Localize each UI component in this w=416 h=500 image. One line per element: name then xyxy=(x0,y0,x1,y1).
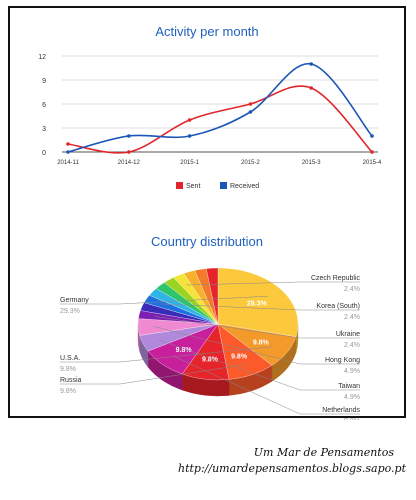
data-point xyxy=(66,142,70,146)
pie-slice-pct-label: 29.3% xyxy=(247,300,268,307)
leader-line xyxy=(60,364,246,385)
y-tick-label: 9 xyxy=(42,78,46,85)
footer-blog-name: Um Mar de Pensamentos xyxy=(253,446,394,459)
data-point xyxy=(370,134,374,138)
leader-line xyxy=(157,339,360,391)
pie-slice-label: Taiwan xyxy=(338,383,360,390)
x-tick-label: 2015-2 xyxy=(241,160,260,166)
pie-slice-pct-label: 9.8% xyxy=(231,353,248,360)
data-point xyxy=(248,110,253,114)
series-line-1 xyxy=(67,63,373,153)
leader-line xyxy=(186,281,360,286)
chart-frame: Activity per month 0 3 6 9 12 2014-11 2014-12 2… xyxy=(8,6,406,420)
data-point xyxy=(309,62,314,66)
x-tick-label: 2014-11 xyxy=(57,160,79,166)
x-tick-label: 2015-3 xyxy=(302,160,321,166)
line-chart: 0 3 6 9 12 2014-11 2014-12 2015-1 2015-2 2015-3 20… xyxy=(38,54,382,190)
x-tick-label: 2015-4 xyxy=(363,160,382,166)
y-tick-label: 3 xyxy=(42,126,46,133)
pie-slice-pct: 9.8% xyxy=(60,366,76,373)
pie-slice-pct: 4.9% xyxy=(344,394,360,401)
x-tick-label: 2015-1 xyxy=(180,160,199,166)
pie-slice-label: U.S.A. xyxy=(60,355,80,362)
pie-chart-title: Country distribution xyxy=(151,234,263,249)
pie-slice-label: Hong Kong xyxy=(325,357,360,364)
leader-line xyxy=(60,346,274,363)
leader-line xyxy=(173,356,360,415)
data-point xyxy=(66,150,70,154)
data-point xyxy=(248,102,253,106)
pie-chart: 29.3% 9.8% 9.8% 9.8% 9.8% Germany 29.3% U.S.A. 9… xyxy=(60,267,361,420)
leader-line xyxy=(160,303,360,311)
data-point xyxy=(127,134,131,138)
y-tick-label: 0 xyxy=(42,150,46,157)
pie-slice-label: Korea (South) xyxy=(316,303,360,310)
pie-slice-pct: 29.3% xyxy=(60,308,80,315)
pie-slice-pct: 2.4% xyxy=(344,342,360,349)
leader-line xyxy=(154,316,360,339)
pie-slice-pct: 9.8% xyxy=(60,388,76,395)
footer-blog-url: http://umardepensamentos.blogs.sapo.pt xyxy=(177,462,406,475)
pie-slice-pct: 9.8% xyxy=(344,418,360,420)
pie-slice-label: Netherlands xyxy=(322,407,360,414)
leader-line xyxy=(154,326,360,365)
legend-label: Received xyxy=(230,183,259,190)
line-chart-title: Activity per month xyxy=(155,24,259,39)
pie-slice-pct: 2.4% xyxy=(344,286,360,293)
y-tick-label: 12 xyxy=(38,54,46,61)
pie-slice-pct-label: 9.8% xyxy=(176,347,193,354)
series-line-0 xyxy=(67,85,373,154)
pie-slice-label: Germany xyxy=(60,297,89,304)
legend-label: Sent xyxy=(186,183,200,190)
y-tick-label: 6 xyxy=(42,102,46,109)
x-tick-label: 2014-12 xyxy=(118,160,141,166)
pie-slice-label: Czech Republic xyxy=(311,275,361,282)
data-point xyxy=(127,150,131,154)
pie-slice-pct: 2.4% xyxy=(344,314,360,321)
pie-slice xyxy=(217,267,299,337)
legend-swatch xyxy=(220,182,227,189)
pie-slice-label: Russia xyxy=(60,377,82,384)
data-point xyxy=(370,150,374,154)
legend-swatch xyxy=(176,182,183,189)
data-point xyxy=(187,134,192,138)
pie-slice-pct-label: 9.8% xyxy=(253,340,270,347)
pie-slice xyxy=(206,267,219,325)
pie-slice-pct-label: 9.8% xyxy=(202,356,219,363)
pie-slice-label: Ukraine xyxy=(336,331,360,338)
data-point xyxy=(187,118,192,122)
leader-line xyxy=(60,295,269,305)
pie-slice-pct: 4.9% xyxy=(344,368,360,375)
data-point xyxy=(309,86,314,90)
